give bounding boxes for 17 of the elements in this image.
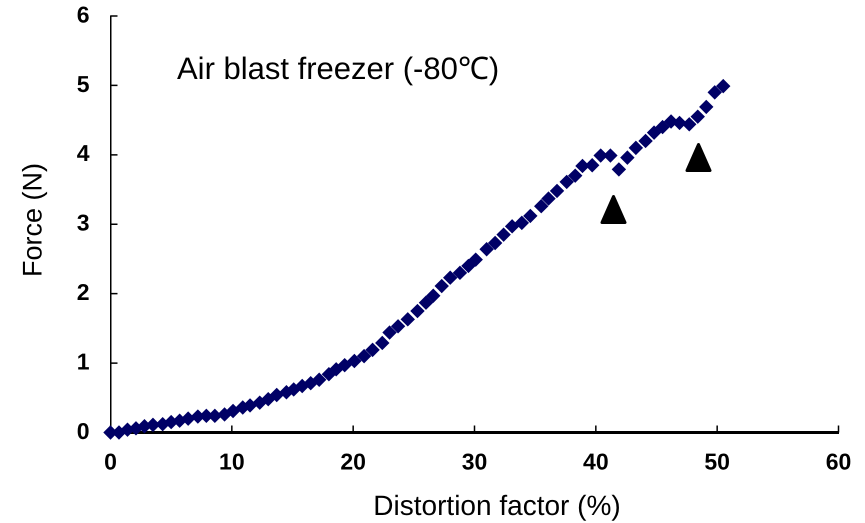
x-tick-label: 10 bbox=[219, 448, 245, 475]
x-tick-label: 20 bbox=[340, 448, 366, 475]
y-tick-label: 3 bbox=[76, 210, 90, 236]
y-tick-label: 4 bbox=[76, 140, 90, 166]
y-axis-title: Force (N) bbox=[17, 163, 48, 277]
x-tick-label: 40 bbox=[583, 448, 609, 475]
x-tick-label: 50 bbox=[704, 448, 730, 475]
y-tick-label: 0 bbox=[76, 418, 90, 444]
y-tick-label: 5 bbox=[76, 70, 90, 97]
y-tick-label: 1 bbox=[76, 348, 90, 374]
y-tick-label: 2 bbox=[76, 279, 90, 306]
x-tick-label: 60 bbox=[826, 448, 852, 475]
y-tick-label: 6 bbox=[76, 1, 90, 28]
text: Air blast freezer (-80℃) bbox=[177, 51, 500, 87]
x-tick-label: 0 bbox=[104, 448, 117, 475]
x-axis-title: Distortion factor (%) bbox=[373, 490, 621, 522]
x-tick-label: 30 bbox=[462, 448, 488, 475]
